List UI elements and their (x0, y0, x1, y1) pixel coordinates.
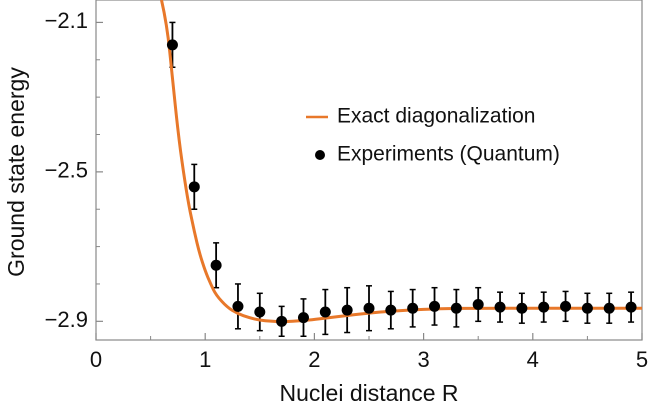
x-tick-label: 0 (90, 347, 102, 372)
data-point (254, 306, 266, 318)
data-point (276, 315, 288, 327)
y-tick-label: −2.9 (45, 307, 88, 332)
data-point (210, 259, 222, 271)
x-tick-label: 1 (199, 347, 211, 372)
x-tick-label: 4 (527, 347, 539, 372)
x-axis-ticks: 0 1 2 3 4 5 (90, 333, 648, 372)
data-point (188, 181, 200, 193)
legend-label-exact: Exact diagonalization (337, 105, 535, 128)
data-point (472, 299, 484, 311)
experiment-markers (166, 39, 637, 327)
x-axis-label: Nuclei distance R (280, 380, 459, 406)
data-point (560, 300, 572, 312)
data-point (297, 312, 309, 324)
data-point (166, 39, 178, 51)
data-point (450, 302, 462, 314)
legend: Exact diagonalization Experiments (Quant… (306, 105, 560, 166)
y-axis-label: Ground state energy (3, 67, 29, 277)
data-point (407, 302, 419, 314)
exact-diagonalization-line (160, 0, 642, 324)
y-tick-label: −2.1 (45, 8, 88, 33)
data-point (232, 300, 244, 312)
data-point (319, 306, 331, 318)
data-point (494, 301, 506, 313)
data-point (363, 302, 375, 314)
data-point (538, 301, 550, 313)
x-tick-label: 3 (417, 347, 429, 372)
legend-swatch-experiments (315, 150, 325, 160)
y-axis-ticks: −2.1 −2.5 −2.9 (45, 8, 103, 332)
data-point (603, 302, 615, 314)
legend-label-experiments: Experiments (Quantum) (337, 143, 560, 166)
error-bars (169, 21, 635, 338)
data-point (581, 302, 593, 314)
data-point (429, 300, 441, 312)
data-point (385, 304, 397, 316)
data-point (516, 302, 528, 314)
x-tick-label: 5 (636, 347, 648, 372)
data-point (341, 304, 353, 316)
data-point (625, 301, 637, 313)
y-tick-label: −2.5 (45, 158, 88, 183)
x-tick-label: 2 (308, 347, 320, 372)
